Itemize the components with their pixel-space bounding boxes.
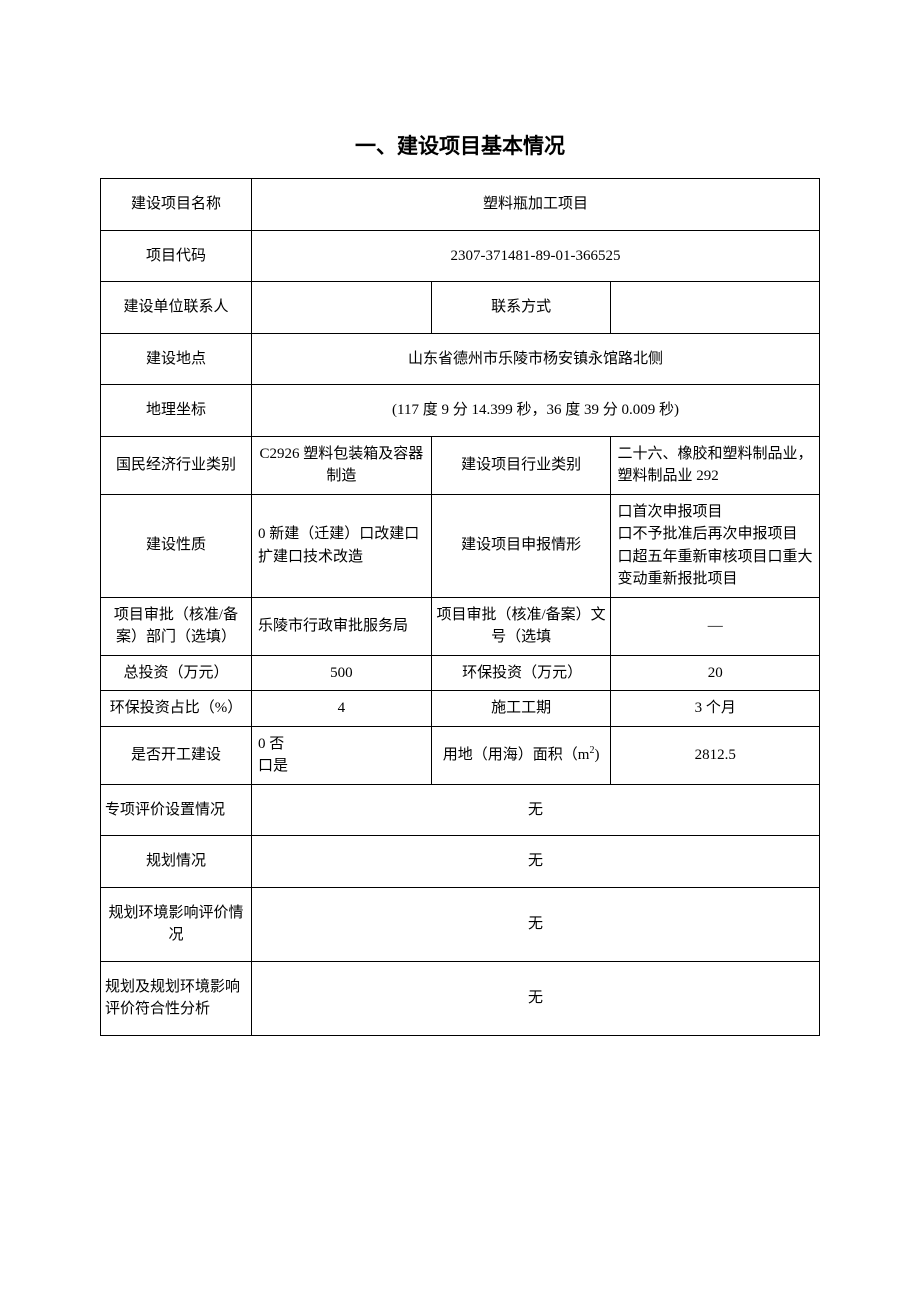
cell-value [611, 282, 820, 334]
table-row: 建设项目名称 塑料瓶加工项目 [101, 179, 820, 231]
table-row: 建设单位联系人 联系方式 [101, 282, 820, 334]
cell-label: 建设单位联系人 [101, 282, 252, 334]
cell-value: 无 [251, 784, 819, 836]
cell-value: 二十六、橡胶和塑料制品业，塑料制品业 292 [611, 436, 820, 494]
cell-label: 施工工期 [431, 691, 611, 727]
table-row: 总投资（万元） 500 环保投资（万元） 20 [101, 655, 820, 691]
cell-value: C2926 塑料包装箱及容器制造 [251, 436, 431, 494]
cell-label: 建设项目名称 [101, 179, 252, 231]
cell-value: 2307-371481-89-01-366525 [251, 230, 819, 282]
cell-label: 用地（用海）面积（m2) [431, 726, 611, 784]
table-row: 规划情况 无 [101, 836, 820, 888]
cell-value: 4 [251, 691, 431, 727]
cell-label: 国民经济行业类别 [101, 436, 252, 494]
section-title: 一、建设项目基本情况 [100, 130, 820, 160]
document-page: 一、建设项目基本情况 建设项目名称 塑料瓶加工项目 项目代码 2307-3714… [0, 0, 920, 1136]
table-row: 规划及规划环境影响评价符合性分析 无 [101, 961, 820, 1035]
cell-label: 建设地点 [101, 333, 252, 385]
cell-label: 总投资（万元） [101, 655, 252, 691]
cell-value: 500 [251, 655, 431, 691]
table-row: 建设性质 0 新建（迁建）口改建口扩建口技术改造 建设项目申报情形 口首次申报项… [101, 494, 820, 597]
cell-label: 建设性质 [101, 494, 252, 597]
cell-label: 环保投资（万元） [431, 655, 611, 691]
table-row: 规划环境影响评价情况 无 [101, 887, 820, 961]
cell-label: 建设项目行业类别 [431, 436, 611, 494]
cell-label: 联系方式 [431, 282, 611, 334]
label-text: 用地（用海）面积（m [443, 747, 590, 763]
cell-value [251, 282, 431, 334]
table-row: 地理坐标 (117 度 9 分 14.399 秒，36 度 39 分 0.009… [101, 385, 820, 437]
cell-value: (117 度 9 分 14.399 秒，36 度 39 分 0.009 秒) [251, 385, 819, 437]
cell-label: 地理坐标 [101, 385, 252, 437]
cell-value: 0 新建（迁建）口改建口扩建口技术改造 [251, 494, 431, 597]
cell-value: — [611, 597, 820, 655]
cell-label: 专项评价设置情况 [101, 784, 252, 836]
cell-value: 口首次申报项目 口不予批准后再次申报项目 口超五年重新审核项目口重大变动重新报批… [611, 494, 820, 597]
table-row: 建设地点 山东省德州市乐陵市杨安镇永馆路北侧 [101, 333, 820, 385]
cell-value: 乐陵市行政审批服务局 [251, 597, 431, 655]
cell-value: 无 [251, 836, 819, 888]
table-row: 环保投资占比（%） 4 施工工期 3 个月 [101, 691, 820, 727]
cell-label: 规划及规划环境影响评价符合性分析 [101, 961, 252, 1035]
cell-value: 2812.5 [611, 726, 820, 784]
cell-label: 建设项目申报情形 [431, 494, 611, 597]
cell-value: 20 [611, 655, 820, 691]
table-row: 国民经济行业类别 C2926 塑料包装箱及容器制造 建设项目行业类别 二十六、橡… [101, 436, 820, 494]
project-info-table: 建设项目名称 塑料瓶加工项目 项目代码 2307-371481-89-01-36… [100, 178, 820, 1036]
cell-value: 3 个月 [611, 691, 820, 727]
cell-value: 山东省德州市乐陵市杨安镇永馆路北侧 [251, 333, 819, 385]
table-row: 专项评价设置情况 无 [101, 784, 820, 836]
cell-label: 项目审批（核准/备案）文号（选填 [431, 597, 611, 655]
cell-label: 项目审批（核准/备案）部门（选填） [101, 597, 252, 655]
cell-label: 是否开工建设 [101, 726, 252, 784]
cell-value: 塑料瓶加工项目 [251, 179, 819, 231]
table-row: 是否开工建设 0 否 口是 用地（用海）面积（m2) 2812.5 [101, 726, 820, 784]
cell-value: 0 否 口是 [251, 726, 431, 784]
table-row: 项目代码 2307-371481-89-01-366525 [101, 230, 820, 282]
cell-label: 规划情况 [101, 836, 252, 888]
cell-value: 无 [251, 961, 819, 1035]
cell-label: 规划环境影响评价情况 [101, 887, 252, 961]
cell-label: 项目代码 [101, 230, 252, 282]
cell-label: 环保投资占比（%） [101, 691, 252, 727]
label-text: ) [594, 747, 599, 763]
table-row: 项目审批（核准/备案）部门（选填） 乐陵市行政审批服务局 项目审批（核准/备案）… [101, 597, 820, 655]
cell-value: 无 [251, 887, 819, 961]
